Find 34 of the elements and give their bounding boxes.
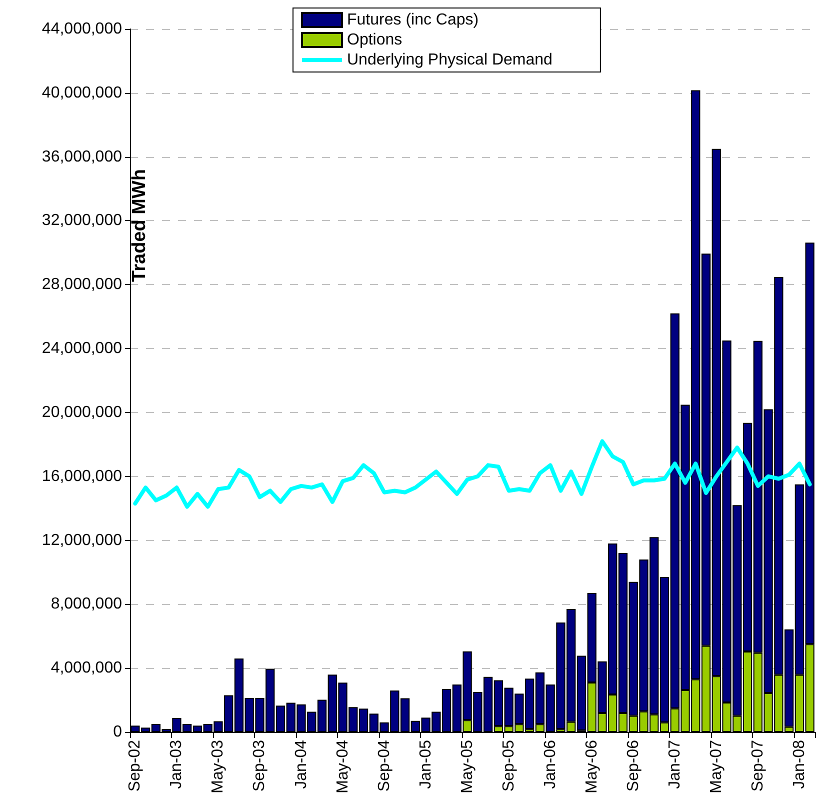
x-tick-label: May-06 xyxy=(583,740,600,794)
y-tick-label: 4,000,000 xyxy=(50,660,122,677)
legend-label: Underlying Physical Demand xyxy=(347,52,552,68)
x-tick-label: Sep-03 xyxy=(251,740,268,792)
x-tick-label: Jan-05 xyxy=(417,740,434,789)
x-tick-label: May-05 xyxy=(458,740,476,794)
x-tick-label: Jan-03 xyxy=(168,740,186,789)
x-tick-label: Jan-04 xyxy=(292,740,310,789)
x-tick-label: May-03 xyxy=(210,740,227,794)
y-tick-label: 16,000,000 xyxy=(42,468,122,485)
x-tick-label: May-07 xyxy=(708,740,725,794)
x-tick-label: Jan-07 xyxy=(666,740,684,789)
x-tick-label: May-04 xyxy=(334,740,352,794)
x-tick-label: Jan-08 xyxy=(790,740,808,789)
y-tick-label: 12,000,000 xyxy=(42,532,122,549)
x-tick-label: Sep-04 xyxy=(376,740,393,792)
x-tick-label: Sep-07 xyxy=(749,740,766,792)
y-tick-label: 40,000,000 xyxy=(42,84,122,102)
x-tick-label: Sep-02 xyxy=(126,740,144,792)
line-series xyxy=(133,439,812,509)
legend-label: Futures (inc Caps) xyxy=(347,12,479,28)
y-tick-label: 32,000,000 xyxy=(42,212,122,230)
x-tick-label: Jan-06 xyxy=(542,740,559,789)
x-tick-label: Sep-05 xyxy=(500,740,518,792)
y-tick-label: 0 xyxy=(113,724,122,740)
x-tick-label: Sep-06 xyxy=(624,740,642,792)
legend-label: Options xyxy=(347,32,402,48)
y-tick-label: 20,000,000 xyxy=(42,404,122,421)
y-axis-title: Traded MWh xyxy=(129,169,150,282)
y-tick-label: 28,000,000 xyxy=(42,276,122,294)
y-tick-label: 36,000,000 xyxy=(42,148,122,166)
y-tick-label: 44,000,000 xyxy=(42,20,122,38)
y-tick-label: 24,000,000 xyxy=(42,340,122,358)
y-tick-label: 8,000,000 xyxy=(50,596,122,613)
